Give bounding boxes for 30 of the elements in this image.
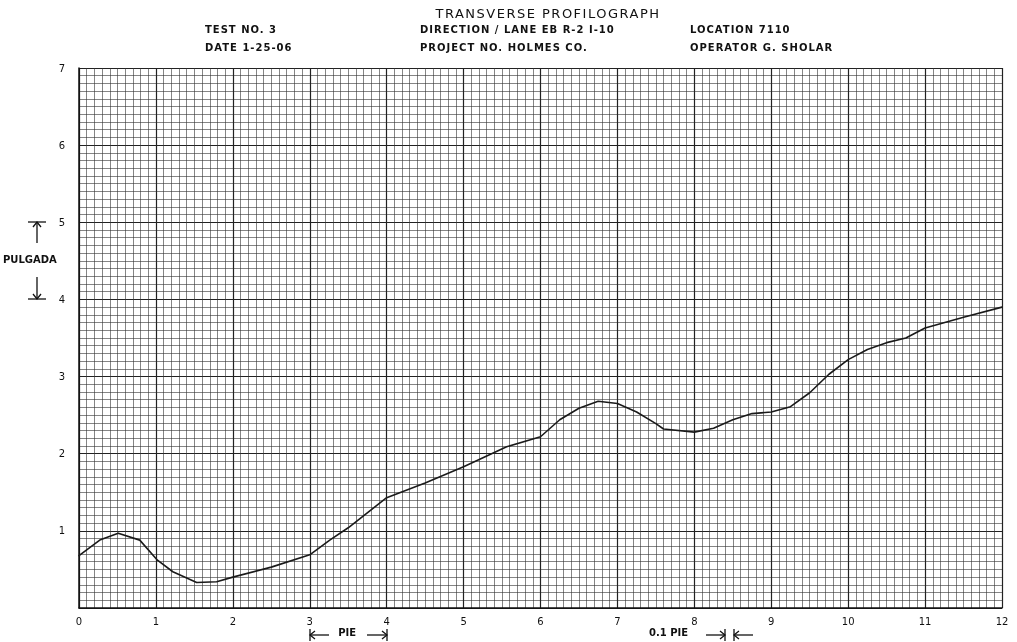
- text: PIE: [338, 627, 357, 638]
- text: LOCATION 7110: [690, 24, 791, 35]
- x-tick-label: 11: [918, 615, 932, 627]
- y-tick-label: 5: [58, 216, 65, 228]
- chart-title: TRANSVERSE PROFILOGRAPH: [435, 6, 661, 21]
- x-tick-label: 1: [152, 615, 160, 627]
- text: 0.1 PIE: [649, 627, 689, 638]
- y-tick-label: 1: [58, 525, 65, 537]
- y-tick-label: 7: [58, 62, 65, 74]
- text: DIRECTION / LANE EB R-2 I-10: [420, 24, 615, 35]
- x-tick-label: 3: [306, 615, 313, 627]
- text: DATE 1-25-06: [205, 42, 293, 53]
- x-tick-label: 10: [841, 615, 855, 627]
- y-tick-label: 6: [58, 139, 65, 151]
- x-tick-label: 7: [614, 615, 621, 627]
- text: OPERATOR G. SHOLAR: [690, 42, 834, 53]
- text: PULGADA: [3, 253, 57, 265]
- text: PROJECT NO. HOLMES CO.: [420, 42, 588, 53]
- x-tick-label: 9: [768, 615, 775, 627]
- x-tick-label: 5: [460, 615, 467, 627]
- x-tick-label: 6: [537, 615, 544, 627]
- x-tick-label: 8: [691, 615, 698, 627]
- y-tick-label: 2: [58, 448, 65, 460]
- x-tick-label: 12: [995, 615, 1009, 627]
- x-tick-label: 4: [383, 615, 390, 627]
- text: TEST NO. 3: [205, 24, 278, 35]
- x-tick-label: 2: [229, 615, 237, 627]
- y-tick-label: 4: [58, 293, 65, 305]
- y-tick-label: 3: [58, 371, 65, 383]
- x-tick-label: 0: [75, 615, 83, 627]
